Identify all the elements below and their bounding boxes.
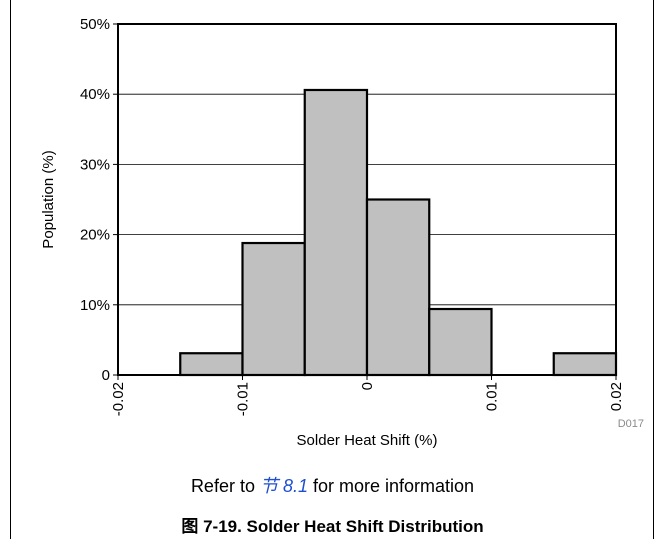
x-tick-label: 0: [359, 382, 376, 390]
histogram-bar: [552, 352, 618, 377]
figure-caption: 图 7-19. Solder Heat Shift Distribution: [181, 517, 484, 536]
reference-suffix: for more information: [308, 476, 475, 496]
y-tick-label: 50%: [80, 16, 110, 33]
histogram-bar: [365, 198, 431, 377]
x-tick-label: -0.01: [235, 382, 252, 416]
x-tick-label: 0.01: [484, 382, 501, 411]
section-link[interactable]: 节 8.1: [259, 476, 308, 496]
histogram-chart: 0 10% 20% 30% 40% 50% -0.02 -0.01 0 0.01 0.02 Solde…: [40, 16, 644, 449]
y-tick-label: 0: [102, 367, 110, 384]
reference-note: Refer to 节 8.1 for more information: [0, 472, 665, 498]
y-tick-label: 20%: [80, 227, 110, 244]
reference-prefix: Refer to: [190, 476, 260, 496]
y-axis-label: Population (%): [40, 150, 57, 248]
figure-frame: [10, 0, 654, 539]
histogram-bar: [428, 307, 493, 377]
histogram-bar: [179, 352, 244, 377]
x-tick-label: 0.02: [608, 382, 625, 411]
histogram-bar: [241, 241, 306, 377]
figure-code: D017: [618, 418, 644, 430]
y-tick-label: 30%: [80, 156, 110, 173]
x-tick-label: -0.02: [110, 382, 127, 416]
y-tick-label: 40%: [80, 86, 110, 103]
y-tick-label: 10%: [80, 297, 110, 314]
x-axis-label: Solder Heat Shift (%): [297, 432, 438, 449]
histogram-bar: [303, 88, 369, 377]
